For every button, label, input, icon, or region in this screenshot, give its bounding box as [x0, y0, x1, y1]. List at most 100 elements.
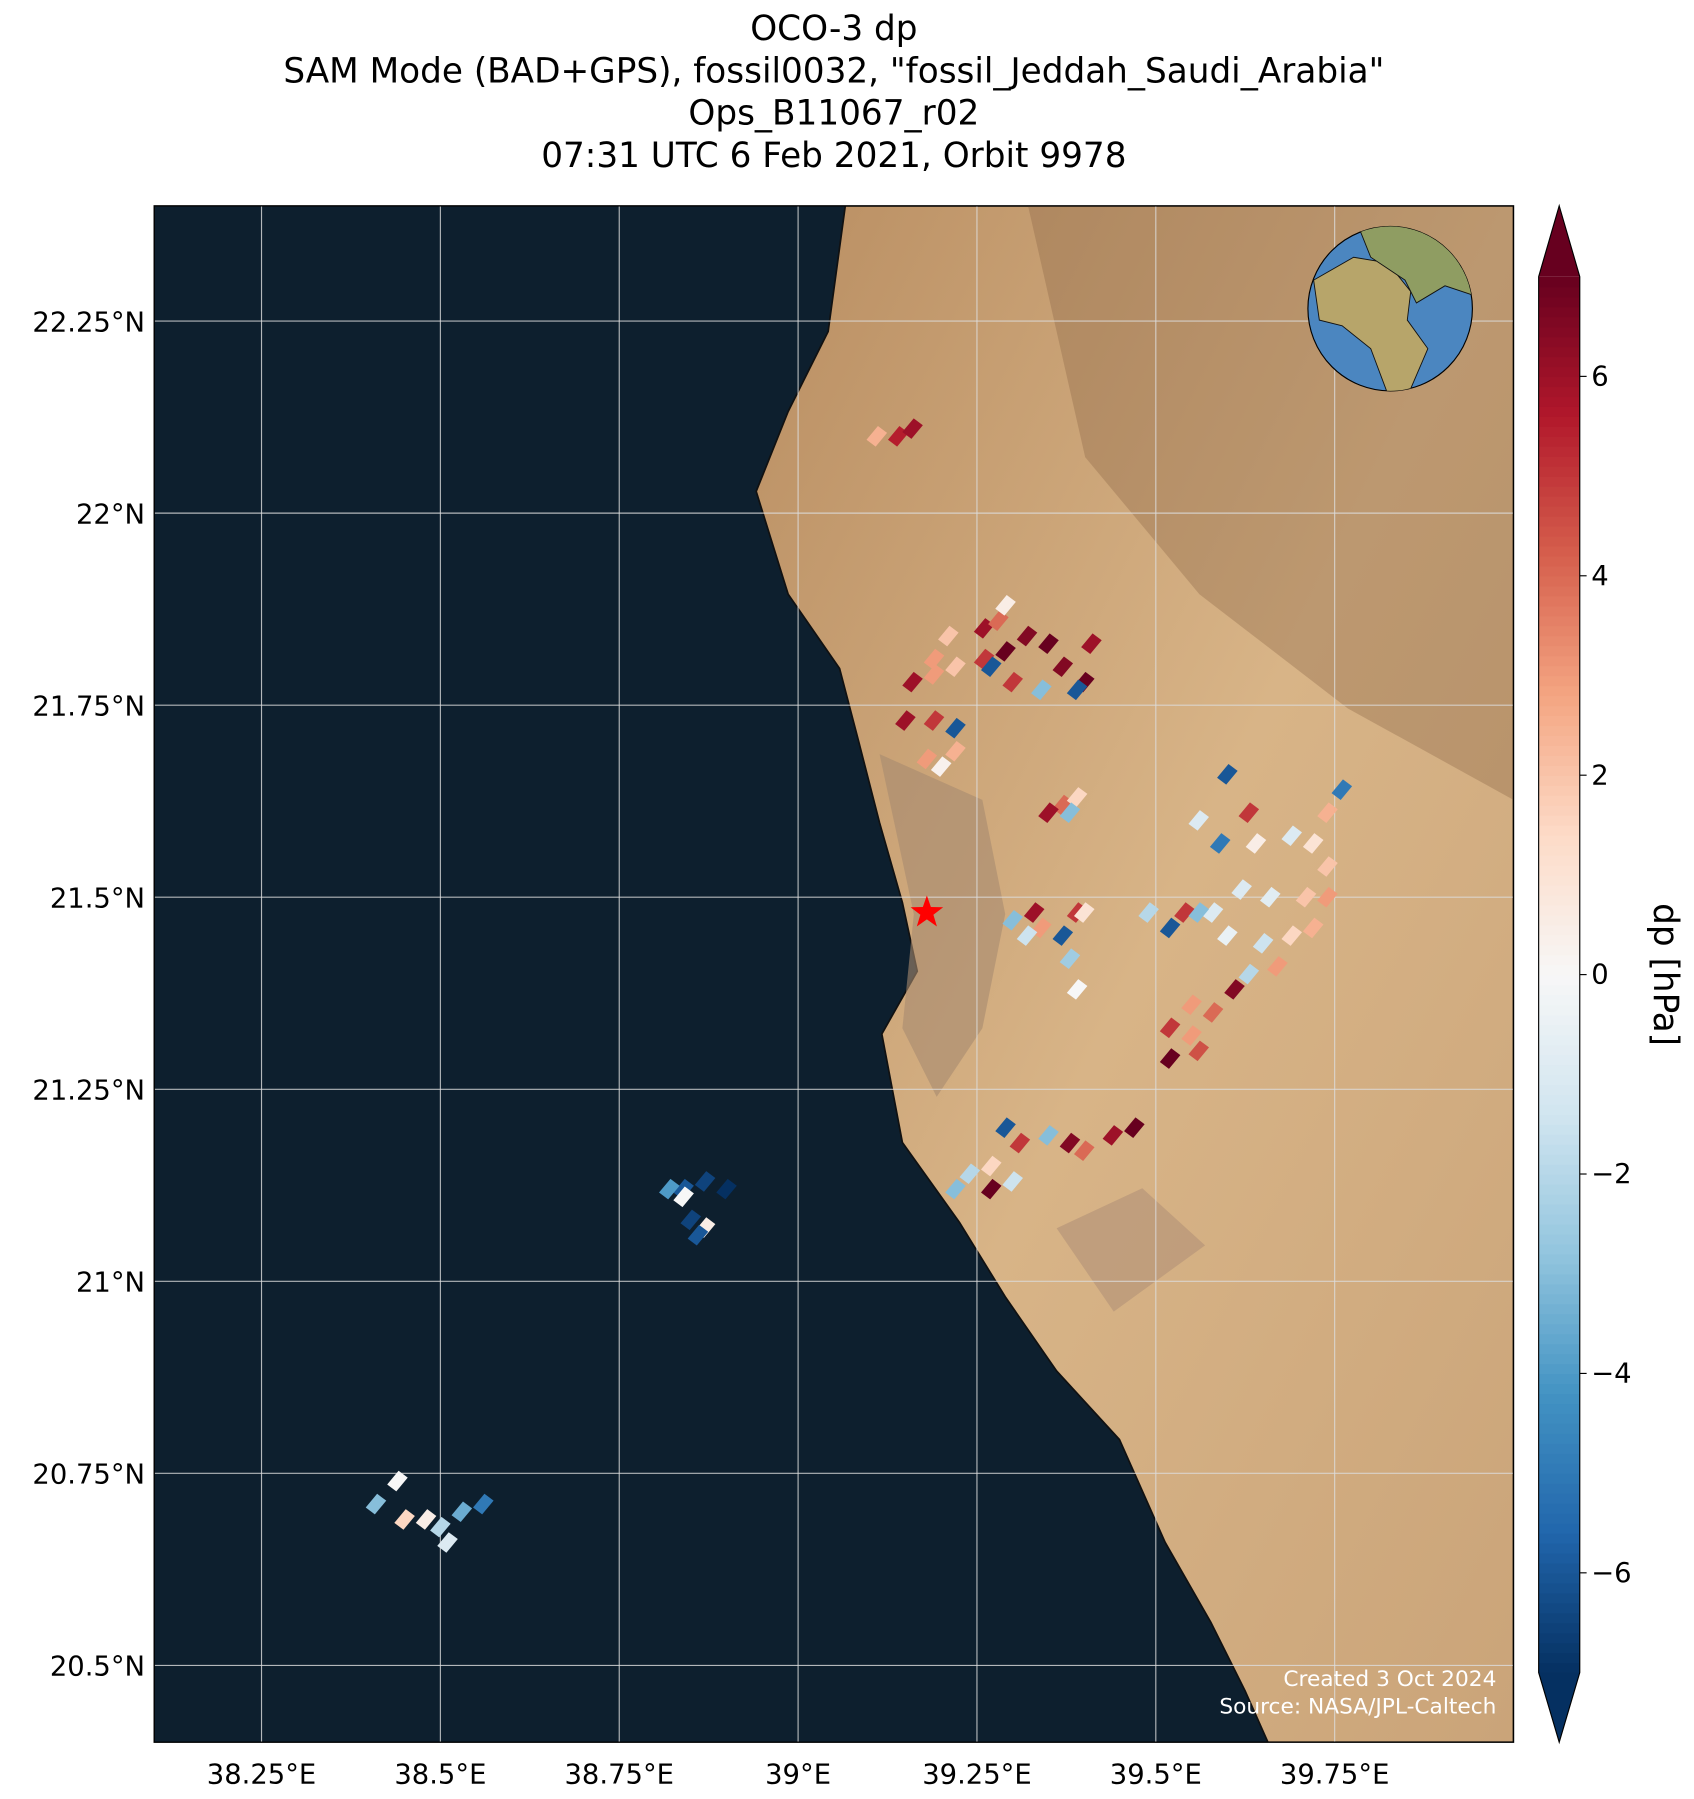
- sounding: [988, 610, 1009, 631]
- colorbar-segment: [1538, 346, 1580, 358]
- sounding: [945, 717, 966, 739]
- sounding: [1202, 1002, 1224, 1023]
- grid: 38.25°E 38.5°E 38.75°E 39°E 39.25°E 39.5°E 39.…: [32, 205, 1514, 1790]
- colorbar-segment: [1538, 785, 1580, 796]
- colorbar-segment: [1538, 466, 1580, 477]
- sounding: [1002, 671, 1024, 693]
- colorbar-extend-max: [1538, 205, 1580, 277]
- sounding: [694, 1171, 716, 1192]
- sounding: [1081, 633, 1102, 654]
- colorbar-segment: [1538, 505, 1580, 517]
- sounding: [1238, 963, 1260, 985]
- colorbar-segment: [1538, 954, 1580, 966]
- sounding: [945, 656, 966, 678]
- colorbar-segment: [1538, 944, 1580, 956]
- sounding: [1016, 625, 1038, 647]
- sounding: [945, 1178, 966, 1200]
- colorbar-segment: [1538, 1662, 1580, 1674]
- colorbar-tick-label: 2: [1591, 760, 1608, 791]
- colorbar-segment: [1538, 515, 1580, 527]
- colorbar-segment: [1538, 1253, 1580, 1265]
- colorbar-segment: [1538, 1183, 1580, 1195]
- sounding: [995, 1117, 1016, 1138]
- colorbar-tick-label: 4: [1591, 561, 1608, 592]
- colorbar-segment: [1538, 1223, 1580, 1235]
- colorbar-segment: [1538, 825, 1580, 836]
- colorbar-segment: [1538, 1303, 1580, 1315]
- x-tick-label: 39°E: [765, 1759, 831, 1790]
- sounding: [980, 1178, 1002, 1200]
- sounding: [1252, 933, 1274, 954]
- colorbar-segment: [1538, 974, 1580, 986]
- colorbar-segment: [1538, 1333, 1580, 1345]
- y-tick-label: 21.75°N: [32, 691, 145, 722]
- sounding: [415, 1509, 437, 1530]
- colorbar-segment: [1538, 366, 1580, 378]
- colorbar-segment: [1538, 1004, 1580, 1016]
- sounding: [1174, 902, 1195, 923]
- sounding: [923, 710, 945, 731]
- urban: [879, 754, 1006, 1097]
- chart-title: Ops_B11067_r02: [688, 94, 979, 134]
- colorbar-segment: [1538, 1632, 1580, 1644]
- colorbar-segment: [1538, 1443, 1580, 1454]
- colorbar-segment: [1538, 635, 1580, 647]
- colorbar-tick-label: −4: [1591, 1359, 1631, 1390]
- colorbar-segment: [1538, 894, 1580, 906]
- x-tick-label: 38.25°E: [207, 1759, 316, 1790]
- colorbar-segment: [1538, 1323, 1580, 1335]
- sounding: [1052, 925, 1074, 946]
- sounding: [1102, 1125, 1124, 1146]
- colorbar-segment: [1538, 1572, 1580, 1584]
- colorbar-segment: [1538, 456, 1580, 467]
- colorbar-segment: [1538, 1503, 1580, 1514]
- colorbar-segment: [1538, 1074, 1580, 1085]
- colorbar-segment: [1538, 854, 1580, 866]
- sounding: [1066, 979, 1088, 1000]
- colorbar-label: dp [hPa]: [1645, 903, 1685, 1046]
- sounding: [1009, 1132, 1031, 1154]
- colorbar-segment: [1538, 725, 1580, 736]
- colorbar-segment: [1538, 1114, 1580, 1125]
- colorbar-segment: [1538, 645, 1580, 657]
- colorbar-segment: [1538, 1273, 1580, 1285]
- x-tick-label: 38.75°E: [564, 1759, 673, 1790]
- colorbar-segment: [1538, 1582, 1580, 1594]
- sounding: [1302, 917, 1324, 939]
- colorbar-segment: [1538, 1513, 1580, 1524]
- y-tick-label: 20.5°N: [50, 1652, 145, 1683]
- sounding: [1073, 1140, 1095, 1161]
- colorbar-segment: [1538, 1393, 1580, 1405]
- sounding: [680, 1209, 702, 1231]
- colorbar-segment: [1538, 1403, 1580, 1414]
- sounding: [1202, 902, 1224, 923]
- sounding: [866, 426, 888, 447]
- soundings: [365, 418, 1353, 1553]
- sounding: [365, 1493, 387, 1515]
- sounding: [923, 664, 945, 685]
- colorbar-segment: [1538, 306, 1580, 318]
- colorbar-segment: [1538, 1383, 1580, 1395]
- chart-title: 07:31 UTC 6 Feb 2021, Orbit 9978: [541, 136, 1126, 176]
- sounding: [1124, 1117, 1145, 1138]
- globe-inset: [1307, 225, 1473, 392]
- colorbar-extend-min: [1538, 1672, 1580, 1743]
- colorbar-segment: [1538, 745, 1580, 756]
- credit-created: Created 3 Oct 2024: [1283, 1667, 1496, 1692]
- colorbar-segment: [1538, 386, 1580, 398]
- sounding: [387, 1470, 408, 1492]
- colorbar-segment: [1538, 964, 1580, 976]
- colorbar-segment: [1538, 1154, 1580, 1165]
- colorbar-segment: [1538, 555, 1580, 567]
- colorbar-segment: [1538, 924, 1580, 936]
- colorbar-segment: [1538, 575, 1580, 587]
- y-tick-label: 20.75°N: [32, 1460, 145, 1491]
- sounding: [1159, 1048, 1181, 1069]
- sounding: [716, 1178, 737, 1200]
- sounding: [1317, 802, 1338, 823]
- chart-title: OCO-3 dp: [750, 9, 917, 49]
- colorbar-segment: [1538, 1642, 1580, 1654]
- sounding: [1159, 917, 1181, 939]
- colorbar-segment: [1538, 1044, 1580, 1056]
- sounding: [1023, 902, 1045, 923]
